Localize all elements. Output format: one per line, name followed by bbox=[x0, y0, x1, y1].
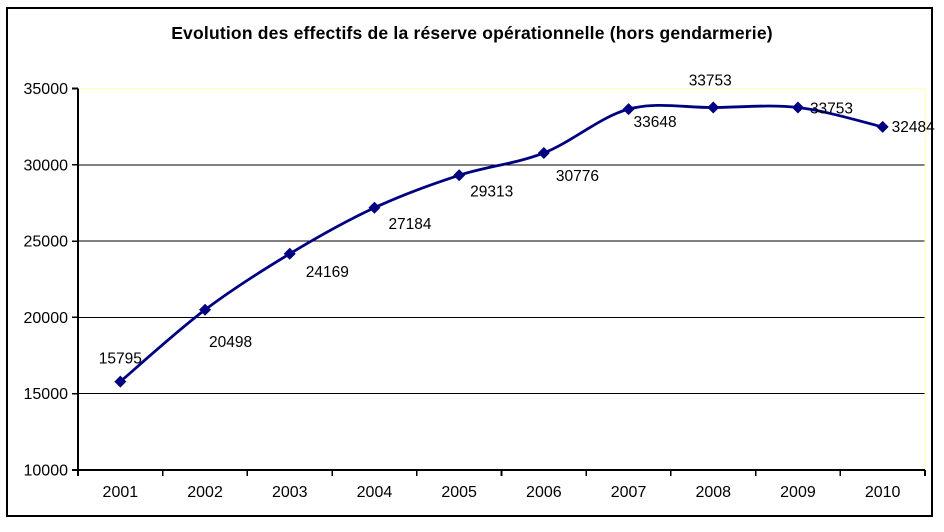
data-label: 24169 bbox=[306, 264, 349, 281]
y-axis-tick-label: 25000 bbox=[24, 234, 69, 251]
y-axis-tick-label: 30000 bbox=[24, 157, 69, 174]
y-axis-tick-label: 35000 bbox=[24, 81, 69, 98]
data-point-marker bbox=[199, 303, 212, 316]
x-axis-tick-label: 2009 bbox=[780, 484, 816, 501]
data-label: 33753 bbox=[689, 73, 732, 90]
data-label: 27184 bbox=[388, 216, 431, 233]
x-axis-tick-label: 2008 bbox=[695, 484, 731, 501]
chart-title: Evolution des effectifs de la réserve op… bbox=[171, 23, 773, 43]
data-point-marker bbox=[283, 247, 296, 260]
x-axis-tick-label: 2002 bbox=[187, 484, 223, 501]
data-point-marker bbox=[114, 375, 127, 388]
x-axis-tick-label: 2007 bbox=[611, 484, 647, 501]
series-line bbox=[119, 103, 883, 383]
data-point-marker bbox=[368, 201, 381, 214]
x-axis-tick-label: 2003 bbox=[272, 484, 308, 501]
data-label: 33648 bbox=[634, 114, 677, 131]
y-axis-tick-label: 10000 bbox=[24, 463, 69, 480]
data-point-marker bbox=[791, 101, 804, 114]
data-point-marker bbox=[537, 146, 550, 159]
data-point-marker bbox=[453, 169, 466, 182]
data-label: 32484 bbox=[892, 119, 935, 136]
y-axis-tick-label: 20000 bbox=[24, 310, 69, 327]
y-axis-tick-label: 15000 bbox=[24, 386, 69, 403]
x-axis-tick-label: 2005 bbox=[441, 484, 477, 501]
data-label: 33753 bbox=[810, 101, 853, 118]
data-label: 20498 bbox=[209, 334, 252, 351]
data-label: 30776 bbox=[556, 168, 599, 185]
x-axis-tick-label: 2010 bbox=[865, 484, 901, 501]
data-point-marker bbox=[622, 103, 635, 116]
x-axis-tick-label: 2006 bbox=[526, 484, 562, 501]
data-point-marker bbox=[876, 120, 889, 133]
x-axis-tick-label: 2004 bbox=[357, 484, 393, 501]
data-point-marker bbox=[707, 101, 720, 114]
x-axis-tick-label: 2001 bbox=[103, 484, 139, 501]
data-label: 29313 bbox=[470, 183, 513, 200]
data-label: 15795 bbox=[99, 351, 142, 368]
